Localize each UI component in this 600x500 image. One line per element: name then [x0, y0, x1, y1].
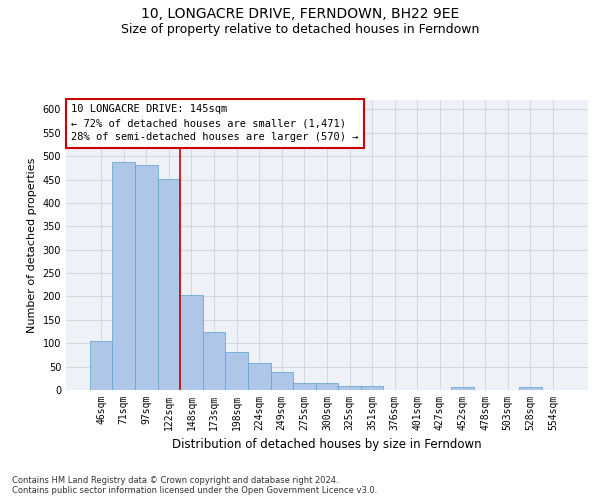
Bar: [451, 386, 474, 390]
Bar: [135, 164, 158, 390]
Bar: [338, 386, 361, 390]
Bar: [519, 386, 542, 390]
Bar: [361, 386, 383, 390]
Bar: [226, 352, 248, 390]
Bar: [180, 295, 203, 390]
Text: 10 LONGACRE DRIVE: 145sqm
← 72% of detached houses are smaller (1,471)
28% of se: 10 LONGACRE DRIVE: 145sqm ← 72% of detac…: [71, 104, 359, 142]
X-axis label: Distribution of detached houses by size in Ferndown: Distribution of detached houses by size …: [172, 438, 482, 452]
Bar: [271, 372, 293, 390]
Bar: [316, 383, 338, 390]
Bar: [203, 332, 226, 390]
Bar: [112, 162, 135, 390]
Text: Size of property relative to detached houses in Ferndown: Size of property relative to detached ho…: [121, 22, 479, 36]
Bar: [90, 341, 112, 390]
Bar: [158, 178, 180, 390]
Text: 10, LONGACRE DRIVE, FERNDOWN, BH22 9EE: 10, LONGACRE DRIVE, FERNDOWN, BH22 9EE: [141, 8, 459, 22]
Text: Contains HM Land Registry data © Crown copyright and database right 2024.
Contai: Contains HM Land Registry data © Crown c…: [12, 476, 377, 495]
Bar: [293, 383, 316, 390]
Y-axis label: Number of detached properties: Number of detached properties: [27, 158, 37, 332]
Bar: [248, 364, 271, 390]
